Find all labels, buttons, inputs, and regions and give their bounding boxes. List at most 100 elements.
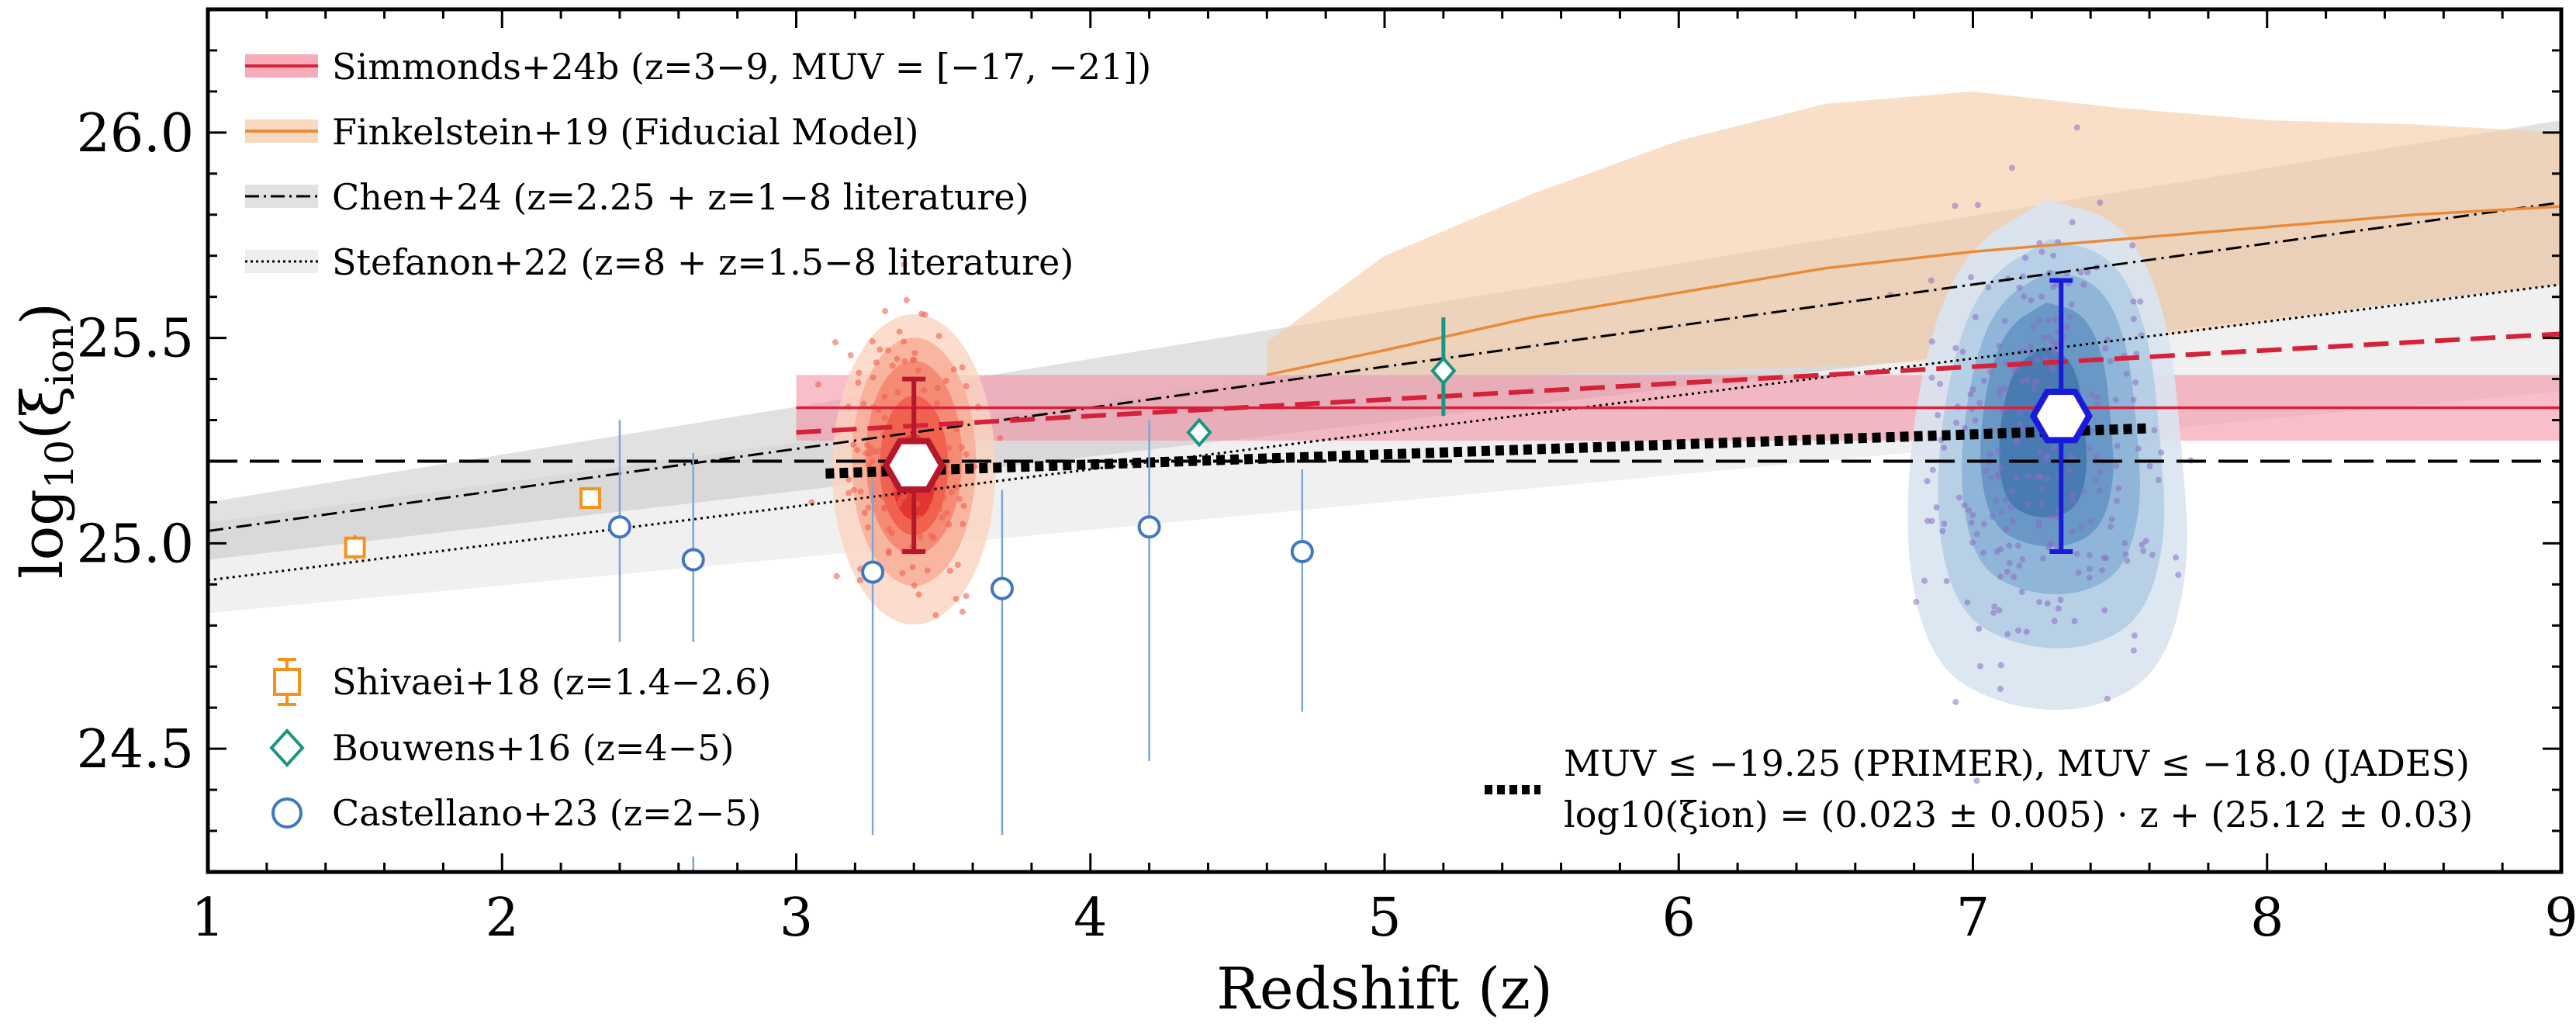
svg-text:log10(ξion) = (0.023 ± 0.005): log10(ξion) = (0.023 ± 0.005) · z + (25.… [1564,794,2473,836]
x-tick-label: 5 [1368,887,1401,949]
red-dot [855,379,862,386]
red-dot [815,381,822,388]
red-dot [918,431,925,438]
blue-dot [2129,242,2136,249]
blue-dot [2021,293,2028,300]
blue-dot [2102,345,2109,352]
red-dot [915,367,921,374]
blue-dot [1928,517,1935,524]
blue-dot [2024,501,2031,508]
red-dot [863,450,870,457]
blue-dot [2053,281,2060,288]
blue-dot [2024,472,2031,479]
red-dot [903,296,910,303]
blue-dot [2038,293,2045,300]
castellano-point [1137,515,1161,539]
blue-dot [2069,219,2076,226]
svg-text:Chen+24 (z=2.25 + z=1−8 litera: Chen+24 (z=2.25 + z=1−8 literature) [332,176,1029,218]
blue-dot [2038,500,2045,507]
fit-line [825,423,2150,479]
blue-dot [2052,341,2059,348]
red-dot [856,576,863,583]
blue-dot [1974,202,1981,209]
blue-dot [1962,424,1969,431]
blue-dot [1986,451,1993,458]
blue-dot [2051,349,2058,356]
blue-dot [2131,632,2138,639]
blue-dot [1928,338,1935,345]
blue-dot [1976,400,1983,407]
red-dot [934,385,941,392]
blue-dot [2047,540,2054,547]
median-point-high-z [2029,389,2093,444]
legend-entry-simmonds: Simmonds+24b (z=3−9, MUV = [−17, −21]) [245,46,1151,88]
blue-dot [2016,284,2023,291]
castellano-point [861,560,885,584]
blue-dot [1952,698,1959,705]
red-dot [953,595,960,602]
y-tick-label: 24.5 [77,719,194,780]
red-dot [928,510,935,517]
red-dot [881,414,888,421]
blue-dot [2068,453,2075,460]
blue-dot [2001,318,2008,325]
blue-dot [2024,376,2031,383]
blue-dot [2086,574,2093,581]
blue-dot [1973,777,1980,784]
blue-dot [2007,503,2014,510]
blue-dot [1976,625,1983,632]
blue-dot [1988,475,1995,482]
chen-line [209,201,2561,532]
red-dot [915,591,922,598]
red-dot [963,451,970,458]
blue-dot [1983,467,1990,474]
blue-dot [1959,348,1966,355]
red-dot [901,261,908,268]
blue-dot [2049,365,2056,372]
bouwens-point [1430,355,1457,386]
axis-ticks [206,8,2563,874]
red-dot [850,486,857,493]
blue-dot [2031,379,2038,386]
blue-dot [2087,518,2094,525]
blue-dot [1972,417,1979,424]
blue-dot [2069,496,2076,503]
blue-dot [2092,477,2099,484]
red-dot [939,514,946,521]
blue-dot [2045,333,2052,340]
blue-dot [1996,607,2003,614]
blue-dot [2040,555,2047,562]
red-dot [901,493,908,500]
blue-dot [2023,628,2030,635]
blue-dot [1995,448,2002,455]
blue-dot [1961,502,1968,509]
blue-dot [2155,476,2162,483]
blue-dot [2038,485,2045,492]
blue-dot [2004,631,2011,638]
red-dot [847,352,854,359]
blue-dot [2031,386,2038,393]
blue-dot [2057,597,2064,604]
red-dot [885,347,892,354]
blue-dot [2130,647,2137,654]
blue-dot [2084,268,2091,275]
data-markers [344,278,2093,872]
blue-dot [2050,445,2057,451]
red-dot [899,569,906,576]
blue-dot [1996,391,2003,398]
red-dot [885,550,892,557]
blue-dot [2069,528,2076,535]
blue-dot [1967,274,1974,281]
legend-entry-stefanon: Stefanon+22 (z=8 + z=1.5−8 literature) [245,241,1074,283]
blue-dot [2094,393,2101,400]
red-dot [959,364,966,371]
blue-dot [2114,497,2121,504]
blue-dot [2053,514,2060,521]
shivaei-point [344,536,366,559]
blue-dot [1933,504,1940,511]
blue-dot [1991,603,1998,610]
blue-dot [1989,514,1996,521]
blue-dot [2018,588,2025,595]
y-tick-label: 26.0 [77,103,194,164]
blue-dot [1998,508,2005,515]
